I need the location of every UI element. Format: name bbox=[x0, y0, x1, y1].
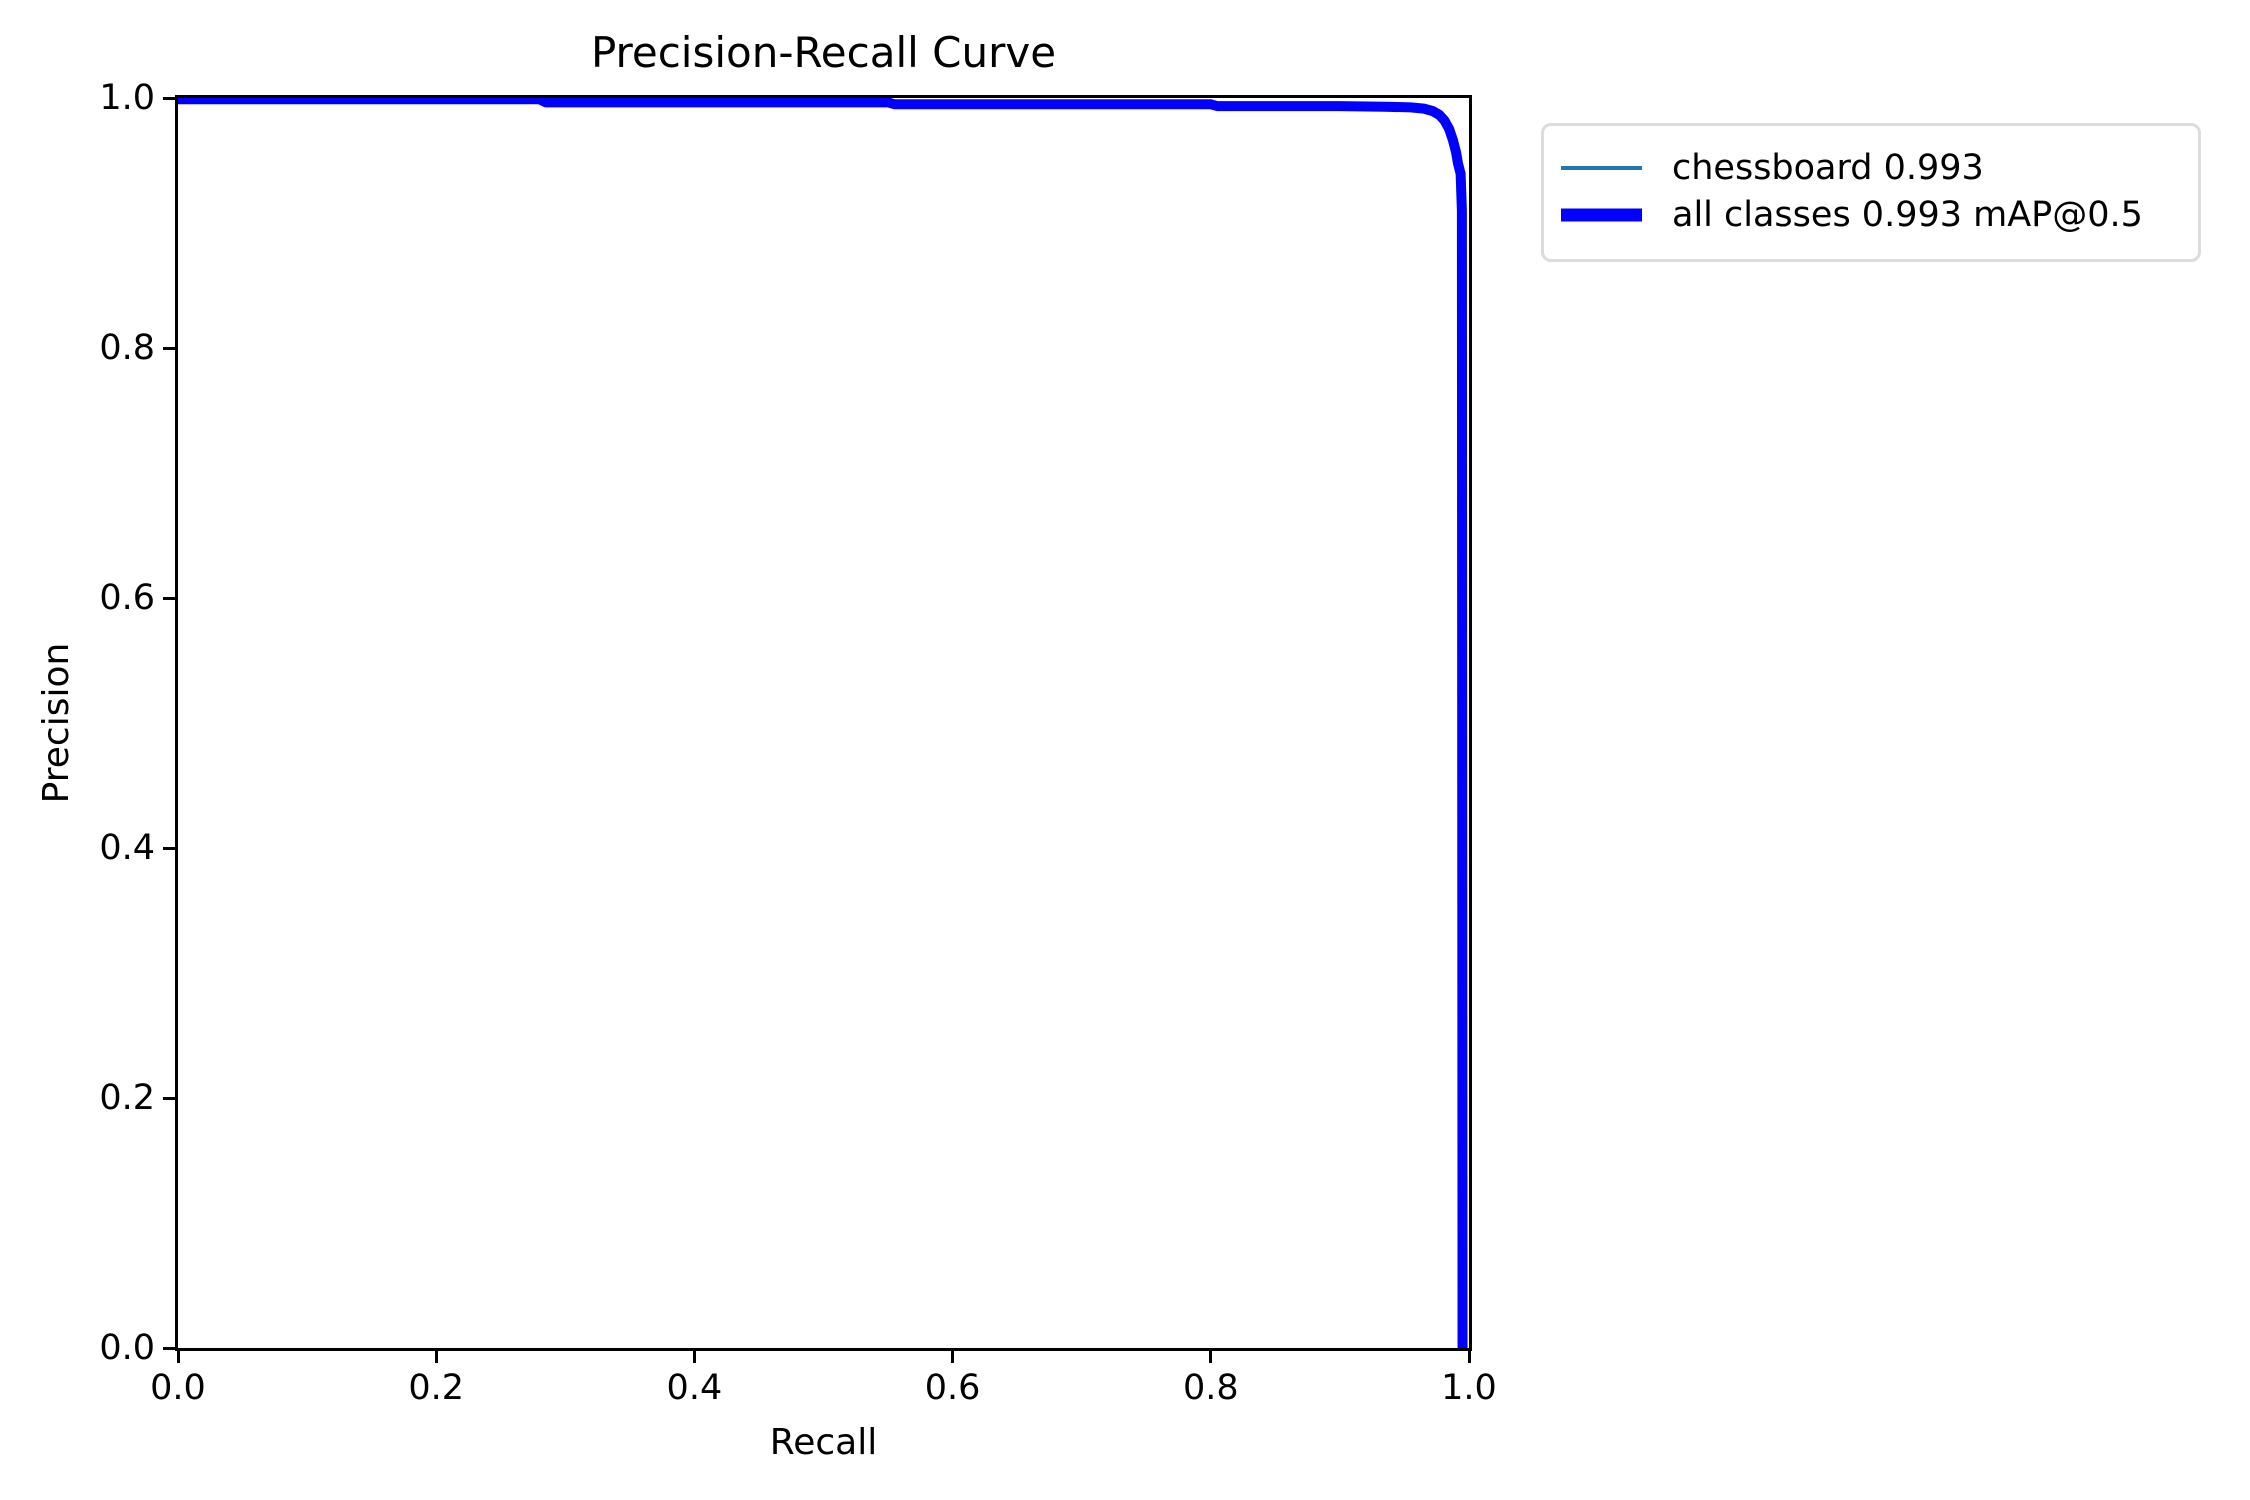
y-tick-mark bbox=[163, 1096, 175, 1100]
legend-row-all-classes: all classes 0.993 mAP@0.5 bbox=[1544, 191, 2198, 238]
y-tick-mark bbox=[163, 846, 175, 850]
x-tick-mark bbox=[951, 1351, 955, 1363]
x-tick-label: 0.0 bbox=[150, 1368, 206, 1408]
y-tick-label: 0.2 bbox=[99, 1078, 155, 1118]
y-tick-label: 1.0 bbox=[99, 78, 155, 118]
x-axis-label: Recall bbox=[769, 1422, 878, 1463]
y-tick-mark bbox=[163, 1346, 175, 1350]
legend-label-chessboard: chessboard 0.993 bbox=[1672, 147, 1984, 188]
legend-row-chessboard: chessboard 0.993 bbox=[1544, 144, 2198, 191]
y-axis-label: Precision bbox=[36, 642, 77, 804]
legend-label-all-classes: all classes 0.993 mAP@0.5 bbox=[1672, 194, 2143, 235]
x-tick-mark bbox=[1467, 1351, 1471, 1363]
x-tick-label: 0.4 bbox=[666, 1368, 723, 1408]
plot-area bbox=[175, 95, 1472, 1351]
x-tick-mark bbox=[1209, 1351, 1213, 1363]
x-tick-label: 1.0 bbox=[1441, 1368, 1497, 1408]
x-tick-mark bbox=[434, 1351, 438, 1363]
y-tick-label: 0.6 bbox=[99, 578, 155, 618]
y-tick-label: 0.0 bbox=[99, 1328, 155, 1368]
y-tick-mark bbox=[163, 346, 175, 350]
x-tick-mark bbox=[176, 1351, 180, 1363]
legend-box: chessboard 0.993 all classes 0.993 mAP@0… bbox=[1541, 123, 2201, 262]
y-tick-label: 0.8 bbox=[99, 328, 155, 368]
y-tick-mark bbox=[163, 596, 175, 600]
series-line-all bbox=[178, 99, 1463, 1348]
y-tick-mark bbox=[163, 96, 175, 100]
y-tick-label: 0.4 bbox=[99, 828, 155, 868]
x-tick-mark bbox=[692, 1351, 696, 1363]
pr-curve-canvas bbox=[178, 98, 1469, 1348]
series-line-chessboard bbox=[178, 99, 1463, 1348]
x-tick-label: 0.8 bbox=[1182, 1368, 1239, 1408]
legend-line-sample-chessboard bbox=[1561, 165, 1642, 170]
x-tick-label: 0.6 bbox=[924, 1368, 981, 1408]
x-tick-label: 0.2 bbox=[408, 1368, 465, 1408]
legend-line-sample-all-classes bbox=[1561, 208, 1642, 221]
chart-title: Precision-Recall Curve bbox=[590, 28, 1057, 77]
